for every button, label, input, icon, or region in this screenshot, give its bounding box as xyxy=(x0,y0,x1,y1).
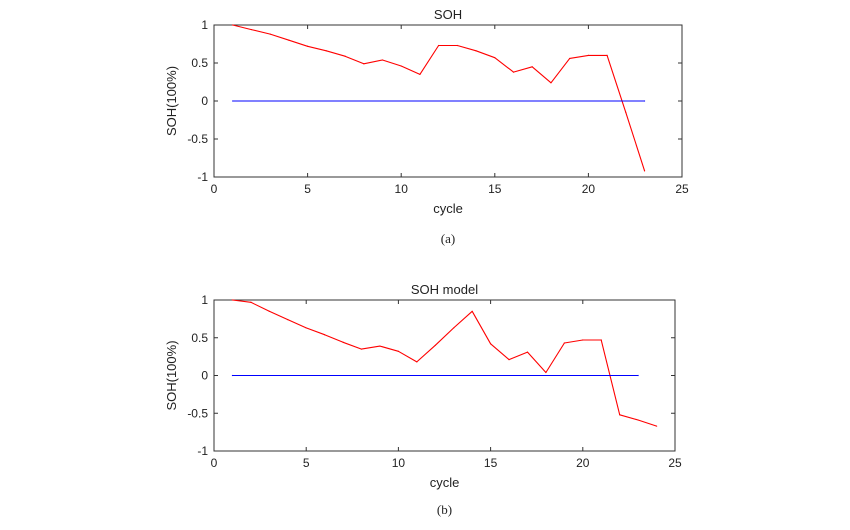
data-point xyxy=(438,44,440,47)
data-point xyxy=(643,100,646,102)
data-point xyxy=(325,50,327,52)
data-point xyxy=(637,419,639,421)
y-tick-label: 0 xyxy=(201,369,208,383)
data-point xyxy=(379,345,381,347)
data-point xyxy=(434,344,436,346)
data-point xyxy=(232,100,234,102)
panel-caption: (b) xyxy=(437,502,452,517)
y-tick-label: 0 xyxy=(201,94,208,108)
data-point xyxy=(637,374,639,377)
data-point xyxy=(360,348,363,350)
data-point xyxy=(416,361,418,363)
data-point xyxy=(587,54,590,57)
x-tick-label: 5 xyxy=(303,456,310,470)
y-tick-label: 0.5 xyxy=(191,331,208,345)
x-tick-label: 10 xyxy=(392,456,406,470)
x-tick-label: 20 xyxy=(576,456,590,470)
data-point xyxy=(563,342,565,344)
x-tick-label: 10 xyxy=(395,182,409,196)
x-axis-label: cycle xyxy=(433,201,463,216)
x-tick-label: 15 xyxy=(488,182,502,196)
data-point xyxy=(582,339,584,341)
data-point xyxy=(453,327,455,329)
data-point xyxy=(269,33,271,35)
y-tick-label: -1 xyxy=(197,170,208,184)
data-point xyxy=(400,65,402,67)
data-point xyxy=(655,425,658,427)
x-tick-label: 15 xyxy=(484,456,498,470)
y-axis-label: SOH(100%) xyxy=(164,340,179,410)
y-tick-label: -1 xyxy=(197,444,208,458)
data-point xyxy=(490,343,492,345)
data-point xyxy=(397,350,399,352)
data-point xyxy=(526,351,529,353)
data-point xyxy=(643,170,646,172)
data-point xyxy=(381,59,384,61)
x-tick-label: 20 xyxy=(582,182,596,196)
data-point xyxy=(494,57,496,59)
data-point xyxy=(569,57,571,60)
x-axis-label: cycle xyxy=(430,475,460,490)
chart-title: SOH xyxy=(434,7,462,22)
data-point xyxy=(288,39,290,41)
data-point xyxy=(231,299,234,301)
data-point xyxy=(619,414,621,416)
chart-panel-1: 0 5 10 15 20 25 -1 -0.5 0 0.5 1 SOH cycle SOH(100%) (a… xyxy=(164,7,689,246)
data-point xyxy=(287,319,289,321)
data-point xyxy=(232,24,234,26)
data-point xyxy=(363,63,365,65)
y-tick-label: -0.5 xyxy=(187,132,208,146)
data-point xyxy=(419,73,421,75)
chart-panel-2: 0 5 10 15 20 25 -1 -0.5 0 0.5 1 SOH model cycle SOH(1… xyxy=(164,282,682,517)
data-point xyxy=(231,374,234,377)
x-tick-label: 25 xyxy=(675,182,689,196)
data-point xyxy=(342,341,344,343)
data-point xyxy=(250,301,252,303)
data-point xyxy=(508,359,510,361)
data-point xyxy=(344,55,346,57)
y-axis-label: SOH(100%) xyxy=(164,66,179,136)
data-point xyxy=(307,45,309,47)
data-point xyxy=(531,66,533,68)
data-point xyxy=(475,50,477,52)
y-tick-label: -0.5 xyxy=(187,406,208,420)
series-line-1 xyxy=(232,299,657,427)
data-point xyxy=(600,339,602,341)
y-tick-label: 1 xyxy=(201,18,208,32)
data-point xyxy=(456,44,458,47)
chart-title: SOH model xyxy=(411,282,478,297)
x-tick-label: 0 xyxy=(211,182,218,196)
data-point xyxy=(250,28,253,31)
x-tick-label: 5 xyxy=(304,182,311,196)
data-point xyxy=(471,310,473,312)
data-point xyxy=(305,327,307,329)
data-point xyxy=(324,334,326,336)
data-point xyxy=(606,54,608,57)
x-tick-label: 0 xyxy=(211,456,218,470)
data-point xyxy=(512,71,515,73)
series-line-1 xyxy=(232,24,646,172)
data-point xyxy=(625,111,627,113)
data-point xyxy=(550,82,552,84)
y-tick-label: 0.5 xyxy=(191,56,208,70)
panel-caption: (a) xyxy=(441,231,455,246)
y-tick-label: 1 xyxy=(201,293,208,307)
data-point xyxy=(268,310,270,312)
data-point xyxy=(545,371,547,374)
x-tick-label: 25 xyxy=(668,456,682,470)
